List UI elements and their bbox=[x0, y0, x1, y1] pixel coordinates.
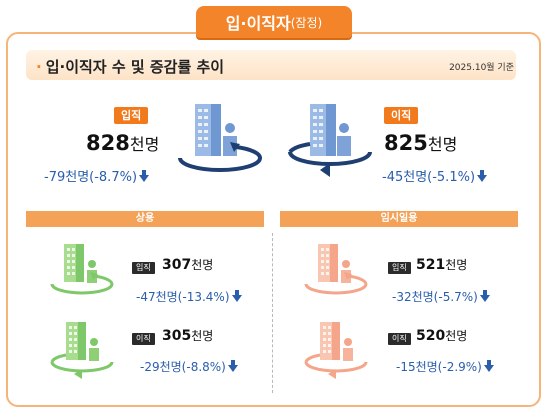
regular-hire-icon bbox=[50, 244, 114, 295]
separation-total: 825천명 bbox=[384, 131, 458, 155]
regular-section-bar: 상용 bbox=[26, 211, 264, 227]
separation-change: -45천명(-5.1%) bbox=[382, 166, 488, 185]
hire-total: 828천명 bbox=[86, 131, 160, 155]
regular-separation-icon bbox=[50, 322, 114, 379]
temporary-hire-icon bbox=[304, 244, 368, 295]
down-arrow-icon bbox=[483, 360, 494, 372]
down-arrow-icon bbox=[479, 290, 490, 302]
tab-suffix: (잠정) bbox=[290, 15, 323, 30]
temporary-hire-badge: 입직 bbox=[388, 262, 411, 274]
section-divider bbox=[272, 233, 273, 393]
reference-date: 2025.10월 기준 bbox=[449, 63, 514, 73]
separation-building-icon bbox=[288, 104, 372, 177]
separation-badge: 이직 bbox=[384, 107, 419, 124]
down-arrow-icon bbox=[231, 290, 242, 302]
temporary-separation-value: 520천명 bbox=[416, 328, 468, 344]
hire-building-icon bbox=[178, 104, 262, 172]
temporary-hire-value: 521천명 bbox=[416, 257, 468, 273]
section-title: · 입·이직자 수 및 증감률 추이 bbox=[36, 58, 225, 76]
temporary-separation-change: -15천명(-2.9%) bbox=[396, 358, 494, 375]
regular-hire-value: 307천명 bbox=[162, 257, 214, 273]
regular-separation-badge: 이직 bbox=[132, 333, 155, 345]
down-arrow-icon bbox=[139, 170, 150, 182]
title-bar bbox=[26, 50, 516, 80]
down-arrow-icon bbox=[227, 360, 238, 372]
down-arrow-icon bbox=[477, 170, 488, 182]
regular-hire-badge: 입직 bbox=[132, 262, 155, 274]
temporary-separation-icon bbox=[304, 322, 368, 379]
regular-hire-change: -47천명(-13.4%) bbox=[136, 288, 242, 305]
hire-badge: 입직 bbox=[114, 107, 149, 124]
hire-change: -79천명(-8.7%) bbox=[44, 166, 150, 185]
temporary-hire-change: -32천명(-5.7%) bbox=[392, 288, 490, 305]
top-title-tab: 입·이직자 (잠정) bbox=[196, 6, 352, 38]
temporary-section-bar: 임시일용 bbox=[280, 211, 518, 227]
regular-separation-value: 305천명 bbox=[162, 328, 214, 344]
tab-title: 입·이직자 bbox=[225, 14, 291, 33]
regular-separation-change: -29천명(-8.8%) bbox=[140, 358, 238, 375]
temporary-separation-badge: 이직 bbox=[388, 333, 411, 345]
